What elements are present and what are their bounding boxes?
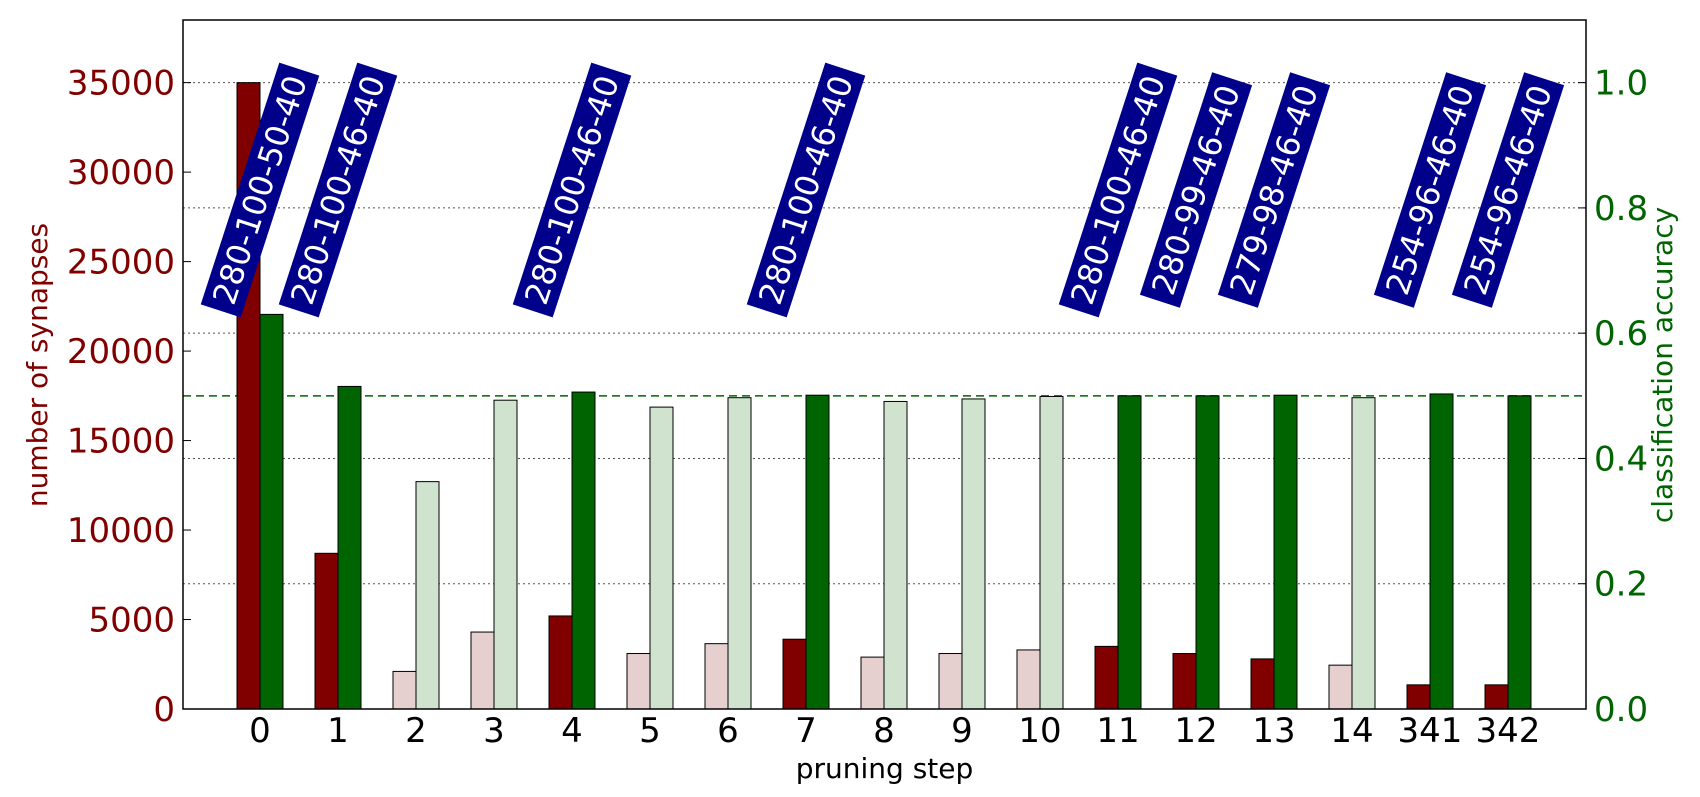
x-tick-label: 14 <box>1330 711 1373 751</box>
synapse-bar <box>314 552 339 710</box>
accuracy-bar <box>493 399 518 710</box>
x-tick-label: 8 <box>873 711 895 751</box>
accuracy-bar <box>961 398 986 710</box>
right-tick-label: 0.8 <box>1594 189 1648 229</box>
x-tick-label: 6 <box>717 711 739 751</box>
synapse-bar <box>626 653 651 710</box>
left-axis-ticks: 0 5000 10000 15000 20000 25000 30000 35000 <box>67 64 191 730</box>
accuracy-bar <box>1429 393 1454 710</box>
synapse-bar <box>1328 664 1353 710</box>
config-annotation-box <box>1217 72 1331 308</box>
left-tick-label: 35000 <box>67 64 175 104</box>
synapse-bar <box>938 653 963 710</box>
x-tick-label: 342 <box>1476 711 1541 751</box>
config-annotation: 280-100-46-40 <box>746 62 866 318</box>
synapse-bar <box>860 656 885 710</box>
synapse-bar <box>1250 658 1275 710</box>
left-tick-label: 10000 <box>67 511 175 551</box>
accuracy-bar <box>1507 395 1532 710</box>
accuracy-bar <box>649 406 674 710</box>
left-tick-label: 30000 <box>67 153 175 193</box>
x-tick-label: 5 <box>639 711 661 751</box>
synapse-bar <box>704 643 729 710</box>
right-tick-label: 0.0 <box>1594 690 1648 730</box>
left-tick-label: 0 <box>153 690 175 730</box>
accuracy-bar <box>1039 395 1064 710</box>
right-axis-ticks: 0.0 0.2 0.4 0.6 0.8 1.0 <box>1578 64 1648 730</box>
accuracy-bar <box>727 397 752 710</box>
accuracy-bar <box>1195 395 1220 710</box>
synapse-bar <box>1406 684 1431 710</box>
left-tick-label: 15000 <box>67 422 175 462</box>
synapse-bar <box>470 631 495 710</box>
config-annotation-box <box>278 62 398 318</box>
x-tick-label: 9 <box>951 711 973 751</box>
right-tick-label: 0.6 <box>1594 314 1648 354</box>
config-annotation-text: 280-100-46-40 <box>751 71 861 309</box>
x-tick-label: 12 <box>1174 711 1217 751</box>
config-annotation-text: 280-100-46-40 <box>517 71 627 309</box>
x-axis-title: pruning step <box>796 752 974 785</box>
accuracy-bar <box>883 400 908 710</box>
x-tick-label: 1 <box>327 711 349 751</box>
synapse-bar <box>782 638 807 710</box>
accuracy-bar <box>1117 395 1142 710</box>
x-tick-label: 13 <box>1252 711 1295 751</box>
config-annotation: 280-100-46-40 <box>512 62 632 318</box>
x-tick-label: 2 <box>405 711 427 751</box>
x-tick-label: 4 <box>561 711 583 751</box>
bars <box>236 82 1532 710</box>
config-annotation-box <box>1373 72 1487 308</box>
config-annotation-box <box>1139 72 1253 308</box>
right-tick-label: 0.2 <box>1594 565 1648 605</box>
left-axis-title: number of synapses <box>21 223 54 507</box>
right-axis-title: classification accuracy <box>1646 207 1679 523</box>
accuracy-bar <box>1273 394 1298 710</box>
config-annotation-box <box>746 62 866 318</box>
accuracy-bar <box>805 394 830 710</box>
accuracy-bar <box>259 313 284 710</box>
x-tick-label: 0 <box>249 711 271 751</box>
x-tick-label: 10 <box>1018 711 1061 751</box>
config-annotation-box <box>512 62 632 318</box>
right-tick-label: 0.4 <box>1594 439 1648 479</box>
synapse-bar <box>1016 649 1041 710</box>
config-annotation-box <box>1058 62 1178 318</box>
synapse-bar <box>548 615 573 710</box>
x-tick-label: 7 <box>795 711 817 751</box>
accuracy-bar <box>1351 397 1376 710</box>
synapse-bar <box>1172 653 1197 710</box>
accuracy-bar <box>337 385 362 710</box>
x-tick-label: 341 <box>1398 711 1463 751</box>
config-annotation-box <box>200 62 320 318</box>
accuracy-bar <box>415 481 440 710</box>
left-tick-label: 20000 <box>67 332 175 372</box>
accuracy-bar <box>571 391 596 710</box>
left-tick-label: 5000 <box>88 601 175 641</box>
x-tick-label: 3 <box>483 711 505 751</box>
right-tick-label: 1.0 <box>1594 64 1648 104</box>
synapse-bar <box>1094 645 1119 710</box>
config-annotation-box <box>1451 72 1565 308</box>
x-axis-ticks: 0 1 2 3 4 5 6 7 8 9 10 11 12 13 14 341 342 <box>249 701 1540 751</box>
x-tick-label: 11 <box>1096 711 1139 751</box>
synapse-bar <box>392 670 417 710</box>
synapse-bar <box>1484 684 1509 710</box>
left-tick-label: 25000 <box>67 243 175 283</box>
